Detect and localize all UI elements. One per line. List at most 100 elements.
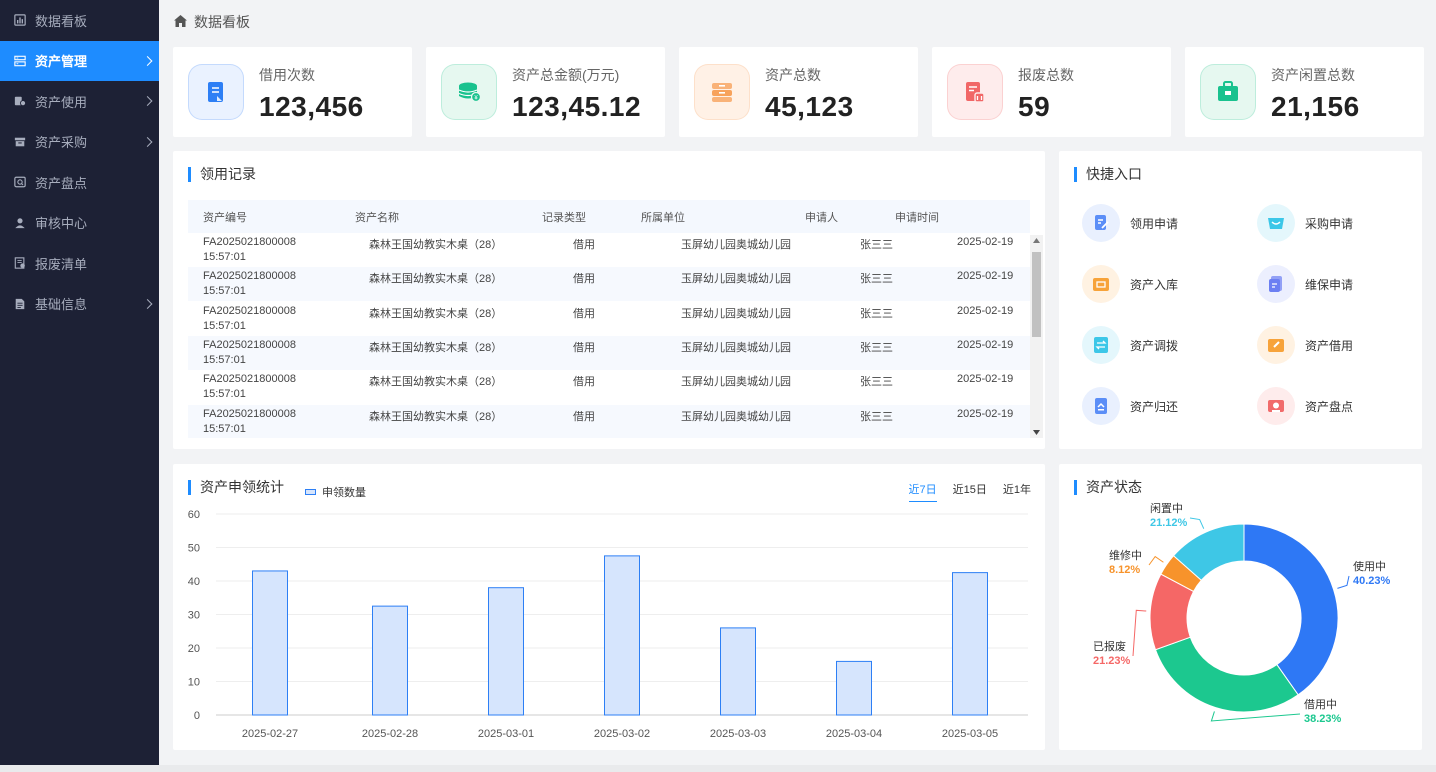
quick-entry-3[interactable]: 维保申请 <box>1257 265 1353 303</box>
pie-slice[interactable] <box>1154 636 1299 713</box>
table-row[interactable]: FA2025021800008 15:57:01 森林王国幼教实木桌（28） 借… <box>188 302 1030 336</box>
maintenance-icon <box>1257 265 1295 303</box>
table-scrollbar[interactable] <box>1030 235 1043 438</box>
range-tabs: 近7日 近15日 近1年 <box>893 481 1031 502</box>
range-tab-1[interactable]: 近15日 <box>952 484 987 496</box>
sidebar-item-1[interactable]: 资产管理 <box>0 40 159 81</box>
table-row[interactable]: FA2025021800008 15:57:01 森林王国幼教实木桌（28） 借… <box>188 370 1030 404</box>
sidebar-item-4[interactable]: 资产盘点 <box>0 162 159 203</box>
cell-asset-id: FA2025021800008 <box>203 304 296 317</box>
table-header: 资产编号 资产名称 记录类型 所属单位 申请人 申请时间 <box>188 200 1030 233</box>
cell-applicant: 张三三 <box>860 239 893 251</box>
stat-label: 借用次数 <box>259 67 315 83</box>
cell-date: 2025-02-19 <box>957 236 1014 248</box>
stat-value: 59 <box>1018 91 1051 122</box>
x-tick-label: 2025-02-28 <box>362 728 418 740</box>
x-tick-label: 2025-03-05 <box>942 728 998 740</box>
slice-label: 使用中 <box>1353 560 1386 573</box>
stat-label: 报废总数 <box>1018 67 1074 83</box>
sidebar-item-label: 资产使用 <box>35 94 88 110</box>
cell-unit: 玉屏幼儿园奥城幼儿园 <box>681 273 791 286</box>
sidebar-item-2[interactable]: 资产使用 <box>0 81 159 122</box>
apply-stats-card: 资产申领统计 申领数量 近7日 近15日 近1年 0 10 20 30 40 50 60 2025… <box>173 464 1045 750</box>
slice-label: 已报废 <box>1093 639 1126 653</box>
quick-entry-6[interactable]: 资产归还 <box>1082 387 1178 425</box>
bar[interactable] <box>952 572 988 716</box>
home-icon <box>173 14 194 31</box>
quick-entry-1[interactable]: 采购申请 <box>1257 204 1353 242</box>
page-title: 数据看板 <box>194 14 250 30</box>
bar[interactable] <box>604 555 640 716</box>
cell-time: 15:57:01 <box>203 422 246 435</box>
cell-asset-id: FA2025021800008 <box>203 236 296 248</box>
drawer-icon <box>694 64 750 120</box>
quick-entry-7[interactable]: 资产盘点 <box>1257 387 1353 425</box>
stat-value: 123,456 <box>259 91 364 122</box>
slice-percent: 40.23% <box>1353 575 1391 587</box>
table-row[interactable]: FA2025021800008 15:57:01 森林王国幼教实木桌（28） 借… <box>188 404 1030 438</box>
breadcrumb: 数据看板 <box>173 12 250 32</box>
sidebar-item-6[interactable]: 报废清单 <box>0 243 159 284</box>
sidebar-item-label: 审核中心 <box>35 216 88 232</box>
scroll-thumb[interactable] <box>1032 252 1041 337</box>
col-applicant: 申请人 <box>805 211 838 224</box>
status-card: 资产状态 使用中 40.23% 借用中 38.23% 已报废 21.23% 维修中 8.12%… <box>1059 464 1422 750</box>
x-tick-label: 2025-03-03 <box>710 728 766 740</box>
cell-asset-name: 森林王国幼教实木桌（28） <box>369 239 503 251</box>
cell-unit: 玉屏幼儿园奥城幼儿园 <box>681 341 791 354</box>
quick-entry-label: 维保申请 <box>1305 277 1354 292</box>
y-tick-label: 30 <box>188 610 200 622</box>
sidebar-item-5[interactable]: 审核中心 <box>0 203 159 244</box>
leader-line <box>1337 575 1350 589</box>
cell-type: 借用 <box>573 239 595 251</box>
transfer-icon <box>1082 326 1120 364</box>
col-asset-id: 资产编号 <box>203 211 247 224</box>
records-title: 领用记录 <box>188 167 256 182</box>
quick-entry-4[interactable]: 资产调拨 <box>1082 326 1178 364</box>
quick-entry-5[interactable]: 资产借用 <box>1257 326 1353 364</box>
cell-applicant: 张三三 <box>860 376 893 389</box>
y-tick-label: 40 <box>188 576 200 588</box>
records-table: 资产编号 资产名称 记录类型 所属单位 申请人 申请时间 FA202502180… <box>188 200 1030 438</box>
stat-card-4: 资产闲置总数 21,156 <box>1185 47 1424 137</box>
chevron-right-icon <box>142 55 153 66</box>
col-record-type: 记录类型 <box>542 211 586 224</box>
sidebar-item-3[interactable]: 资产采购 <box>0 122 159 163</box>
col-asset-name: 资产名称 <box>355 211 399 224</box>
scrap-icon <box>947 64 1003 120</box>
range-tab-2[interactable]: 近1年 <box>1002 484 1031 496</box>
quick-title: 快捷入口 <box>1074 167 1142 182</box>
sidebar-item-0[interactable]: 数据看板 <box>0 0 159 41</box>
x-tick-label: 2025-02-27 <box>242 728 298 740</box>
stat-value: 45,123 <box>765 91 854 122</box>
range-tab-0[interactable]: 近7日 <box>908 481 937 502</box>
stat-label: 资产总金额(万元) <box>512 67 620 83</box>
sidebar-item-label: 基础信息 <box>35 297 88 313</box>
chart-legend: 申领数量 <box>305 484 366 500</box>
bar[interactable] <box>488 587 524 716</box>
bar[interactable] <box>720 627 756 716</box>
quick-entry-2[interactable]: 资产入库 <box>1082 265 1178 303</box>
pie-slice[interactable] <box>1172 523 1245 581</box>
table-row[interactable]: FA2025021800008 15:57:01 森林王国幼教实木桌（28） 借… <box>188 335 1030 370</box>
document-icon <box>14 298 26 310</box>
scroll-down-icon[interactable] <box>1033 430 1040 435</box>
leader-line <box>1210 711 1301 722</box>
apply-icon <box>1082 204 1120 242</box>
bar[interactable] <box>372 605 408 716</box>
slice-label: 闲置中 <box>1150 501 1183 515</box>
cell-unit: 玉屏幼儿园奥城幼儿园 <box>681 410 791 423</box>
sidebar-item-7[interactable]: 基础信息 <box>0 284 159 325</box>
cell-date: 2025-02-19 <box>957 270 1014 283</box>
table-row[interactable]: FA2025021800008 15:57:01 森林王国幼教实木桌（28） 借… <box>188 233 1030 267</box>
cell-asset-id: FA2025021800008 <box>203 338 296 351</box>
scroll-up-icon[interactable] <box>1033 238 1040 243</box>
slice-percent: 8.12% <box>1109 564 1140 576</box>
x-tick-label: 2025-03-02 <box>594 728 650 740</box>
quick-entry-0[interactable]: 领用申请 <box>1082 204 1178 242</box>
bar[interactable] <box>836 660 872 716</box>
table-row[interactable]: FA2025021800008 15:57:01 森林王国幼教实木桌（28） 借… <box>188 267 1030 302</box>
pie-slice[interactable] <box>1243 523 1339 696</box>
bar[interactable] <box>252 570 288 716</box>
col-unit: 所属单位 <box>641 211 685 224</box>
